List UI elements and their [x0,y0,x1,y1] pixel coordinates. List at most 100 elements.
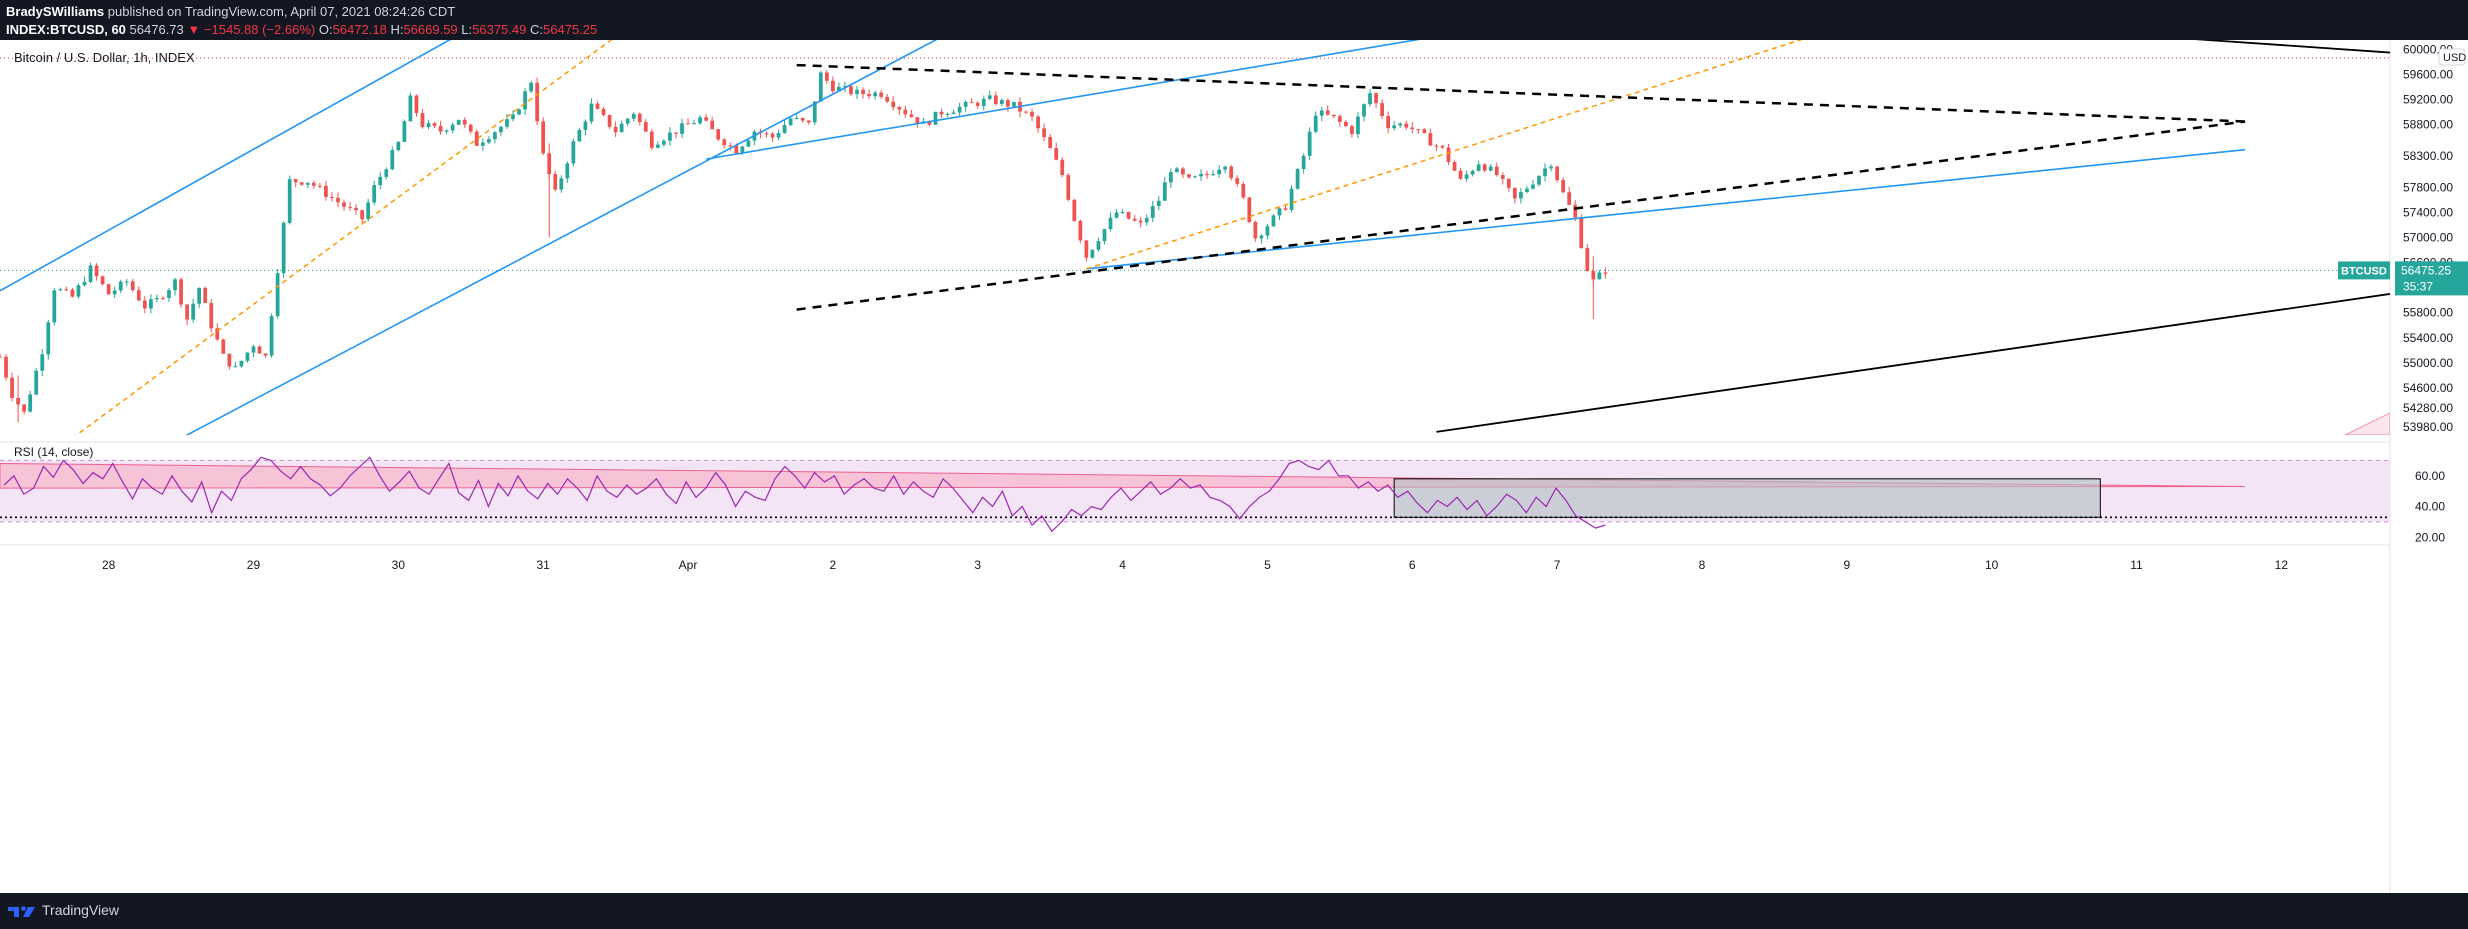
candle[interactable] [1277,207,1282,221]
candle[interactable] [462,117,467,128]
candle[interactable] [1585,244,1590,272]
candle[interactable] [1482,163,1487,173]
candle[interactable] [426,119,431,130]
trend-line-channel-1-lower[interactable] [181,40,941,438]
candle[interactable] [987,90,992,101]
candle[interactable] [577,127,582,142]
candle[interactable] [975,100,980,109]
candle[interactable] [1344,120,1348,128]
candle[interactable] [149,293,153,314]
candle[interactable] [1422,128,1427,134]
candle[interactable] [1392,120,1397,131]
candle[interactable] [1126,211,1131,220]
candle[interactable] [1199,169,1203,181]
candle[interactable] [1537,175,1541,187]
candle[interactable] [1144,214,1149,226]
candle[interactable] [305,182,310,189]
candle[interactable] [1301,153,1306,174]
candle[interactable] [607,114,612,129]
candle[interactable] [420,108,425,129]
candle[interactable] [668,127,672,146]
trend-line-resistance[interactable] [978,40,2390,54]
candle[interactable] [173,277,177,296]
candle[interactable] [933,111,938,125]
candle[interactable] [565,161,570,183]
candle[interactable] [1488,164,1493,172]
candle[interactable] [553,170,558,192]
candle[interactable] [348,201,352,211]
candle[interactable] [595,101,600,110]
candle[interactable] [360,209,364,225]
candle[interactable] [1054,142,1059,161]
candle[interactable] [384,167,389,180]
candle[interactable] [885,93,890,103]
candle[interactable] [4,354,8,381]
candle[interactable] [1060,157,1065,178]
candle[interactable] [511,109,515,122]
candle[interactable] [625,117,630,127]
candle[interactable] [619,120,624,133]
candle[interactable] [269,313,274,358]
candle[interactable] [293,178,298,188]
candle[interactable] [601,106,606,117]
trend-line-wedge-lower[interactable] [796,120,2246,311]
candle[interactable] [1325,105,1330,116]
trend-line-fib-2[interactable] [1086,40,2064,270]
candle[interactable] [764,131,769,138]
candle[interactable] [867,89,871,100]
candle[interactable] [897,105,902,115]
candle[interactable] [245,352,250,363]
candle[interactable] [999,98,1004,107]
candle[interactable] [1090,249,1095,259]
candle[interactable] [1356,112,1360,139]
candle[interactable] [299,181,304,186]
candle[interactable] [1283,205,1288,211]
candle[interactable] [541,117,546,156]
candle[interactable] [209,299,214,333]
candle[interactable] [287,175,292,225]
candle[interactable] [10,372,14,402]
candle[interactable] [1006,98,1010,112]
candle[interactable] [788,116,793,127]
candle[interactable] [662,139,666,148]
candle[interactable] [1217,165,1222,178]
candle[interactable] [643,119,648,133]
candle[interactable] [251,344,256,358]
tradingview-brand[interactable]: TradingView [8,902,119,918]
candle[interactable] [680,118,684,139]
candle[interactable] [1380,99,1384,120]
candle[interactable] [118,279,123,293]
candle[interactable] [1603,267,1608,279]
candle[interactable] [849,84,853,97]
candle[interactable] [800,117,805,124]
candle[interactable] [571,138,576,167]
candle[interactable] [1162,176,1167,201]
candle[interactable] [1024,110,1028,114]
candle[interactable] [233,361,238,368]
candle[interactable] [529,80,533,94]
candle[interactable] [1168,168,1173,188]
candle[interactable] [311,180,316,189]
candle[interactable] [704,113,709,122]
candle[interactable] [1030,108,1034,122]
candle[interactable] [746,138,751,148]
candle[interactable] [227,353,232,370]
candle[interactable] [1042,123,1046,142]
candle[interactable] [1476,160,1481,172]
candle[interactable] [1416,128,1421,134]
candle[interactable] [130,278,135,292]
candle[interactable] [1398,122,1403,129]
candle[interactable] [945,112,950,118]
candle[interactable] [28,390,33,413]
candle[interactable] [58,287,63,292]
candle[interactable] [456,119,461,126]
candle[interactable] [1229,164,1234,181]
candle[interactable] [336,192,340,208]
candle[interactable] [1078,219,1083,244]
trend-line-channel-2-lower[interactable] [1086,148,2246,270]
candle[interactable] [1543,163,1547,182]
candle[interactable] [414,94,419,117]
candle[interactable] [1132,215,1137,222]
candle[interactable] [486,136,491,145]
candle[interactable] [1084,239,1089,262]
